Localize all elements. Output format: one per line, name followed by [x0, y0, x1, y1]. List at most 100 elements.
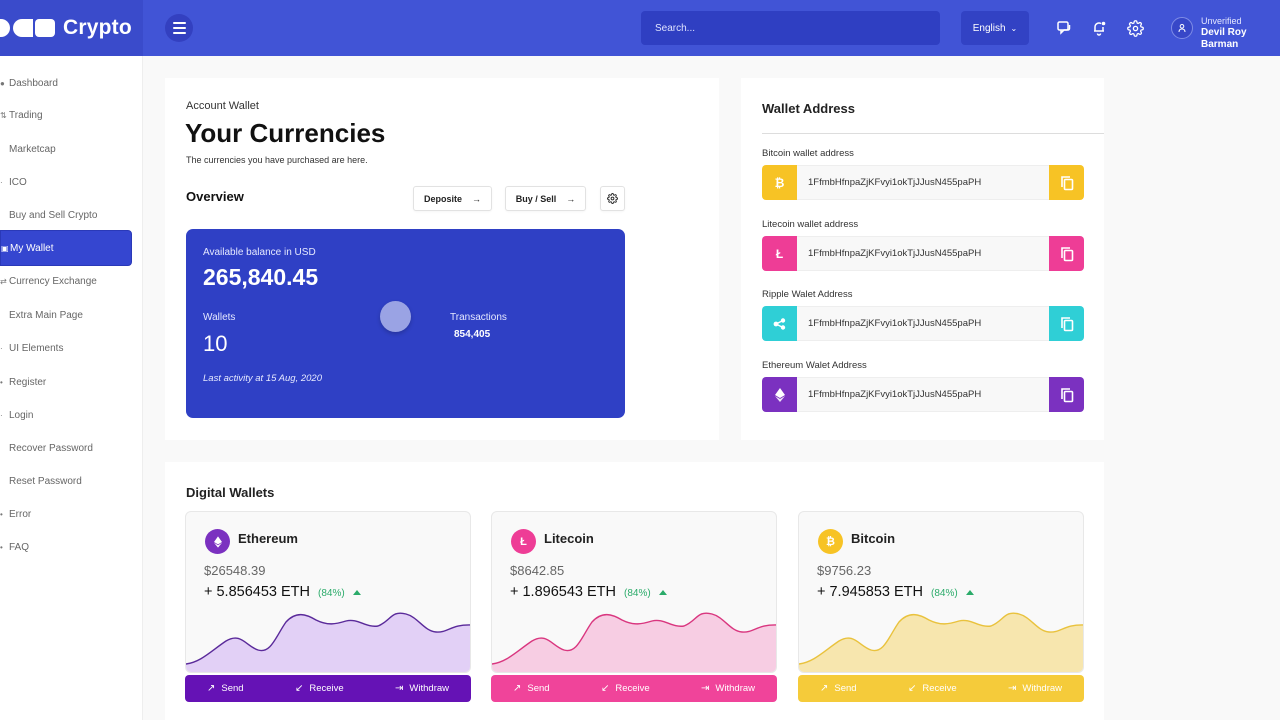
ethereum-address-label: Ethereum Walet Address — [762, 360, 867, 371]
litecoin-receive-button[interactable]: ↙ Receive — [600, 683, 650, 694]
sidebar-item-my-wallet[interactable]: ▣ My Wallet — [0, 230, 132, 266]
error-icon: • — [0, 509, 3, 519]
deposit-button[interactable]: Deposite → — [413, 186, 492, 211]
gear-icon — [1126, 19, 1144, 37]
ethereum-withdraw-button[interactable]: ⇥ Withdraw — [395, 683, 449, 694]
ripple-icon — [762, 306, 797, 341]
sidebar-item-recover-password[interactable]: Recover Password — [9, 442, 93, 454]
balance-label: Available balance in USD — [203, 247, 316, 258]
wallet-change-pct: (84%) — [624, 588, 651, 599]
trend-up-icon — [352, 589, 361, 595]
divider — [762, 133, 1104, 134]
faq-icon: • — [0, 542, 3, 552]
sidebar-item-faq[interactable]: • FAQ — [0, 541, 30, 553]
wallet-name: Bitcoin — [851, 531, 896, 546]
arrow-up-right-icon: ↗ — [820, 683, 829, 694]
login-icon: · — [0, 410, 3, 420]
copy-bitcoin-button[interactable] — [1049, 165, 1084, 200]
ethereum-wallet-card: Ethereum $26548.39 + 5.856453 ETH (84%) — [185, 511, 471, 673]
copy-icon — [1060, 175, 1073, 190]
litecoin-sparkline — [492, 612, 776, 672]
dashboard-icon: ● — [0, 78, 5, 88]
sidebar-item-error[interactable]: • Error — [0, 508, 32, 520]
sidebar-item-login[interactable]: · Login — [0, 409, 34, 421]
currencies-panel: Account Wallet Your Currencies The curre… — [165, 78, 719, 440]
register-icon: • — [0, 377, 3, 387]
language-select[interactable]: English ⌄ — [961, 11, 1029, 45]
bitcoin-icon: ₿ — [762, 165, 797, 200]
bitcoin-send-button[interactable]: ↗ Send — [820, 683, 857, 694]
user-status: Unverified — [1201, 16, 1242, 26]
sidebar-item-dashboard[interactable]: ● Dashboard — [0, 77, 58, 89]
chevron-down-icon: ⌄ — [1010, 23, 1018, 33]
avatar[interactable] — [1171, 17, 1193, 39]
ethereum-address-field[interactable] — [797, 377, 1049, 412]
transactions-label: Transactions — [450, 312, 507, 323]
ethereum-receive-button[interactable]: ↙ Receive — [294, 683, 344, 694]
sidebar-item-reset-password[interactable]: Reset Password — [9, 475, 82, 487]
ethereum-send-button[interactable]: ↗ Send — [207, 683, 244, 694]
settings-button[interactable] — [1125, 18, 1145, 38]
copy-ethereum-button[interactable] — [1049, 377, 1084, 412]
copy-ripple-button[interactable] — [1049, 306, 1084, 341]
bitcoin-address-row: ₿ — [762, 165, 1084, 200]
litecoin-send-button[interactable]: ↗ Send — [513, 683, 550, 694]
sidebar-item-ui-elements[interactable]: · UI Elements — [0, 342, 64, 354]
wallets-label: Wallets — [203, 312, 236, 323]
bitcoin-address-field[interactable] — [797, 165, 1049, 200]
litecoin-withdraw-button[interactable]: ⇥ Withdraw — [701, 683, 755, 694]
carousel-handle[interactable] — [380, 301, 411, 332]
wallet-amount: + 7.945853 ETH (84%) — [817, 584, 974, 600]
chat-icon — [1057, 21, 1071, 35]
bitcoin-sparkline — [799, 612, 1083, 672]
user-icon — [1178, 24, 1186, 33]
sidebar-item-marketcap[interactable]: Marketcap — [9, 143, 56, 155]
sidebar-item-ico[interactable]: · ICO — [0, 176, 27, 188]
bitcoin-icon: ₿ — [818, 529, 843, 554]
user-info[interactable]: Unverified Devil Roy Barman — [1201, 16, 1280, 51]
language-label: English — [972, 22, 1006, 34]
ethereum-address-row — [762, 377, 1084, 412]
litecoin-address-field[interactable] — [797, 236, 1049, 271]
litecoin-wallet-card: Ł Litecoin $8642.85 + 1.896543 ETH (84%) — [491, 511, 777, 673]
exchange-icon: ⇄ — [0, 276, 7, 286]
arrow-right-icon: → — [566, 193, 576, 204]
sidebar-item-currency-exchange[interactable]: ⇄ Currency Exchange — [0, 275, 97, 287]
arrow-right-bar-icon: ⇥ — [395, 683, 404, 694]
bitcoin-receive-button[interactable]: ↙ Receive — [907, 683, 957, 694]
bitcoin-withdraw-button[interactable]: ⇥ Withdraw — [1008, 683, 1062, 694]
overview-settings-button[interactable] — [600, 186, 625, 211]
arrow-right-bar-icon: ⇥ — [1008, 683, 1017, 694]
wallet-change-pct: (84%) — [931, 588, 958, 599]
trend-up-icon — [658, 589, 667, 595]
top-bar: Crypto English ⌄ Unverified Devil Roy Ba… — [0, 0, 1280, 56]
search-input[interactable] — [641, 11, 940, 45]
buy-sell-button[interactable]: Buy / Sell → — [505, 186, 586, 211]
balance-card: Available balance in USD 265,840.45 Wall… — [186, 229, 625, 418]
page-title: Your Currencies — [185, 118, 386, 148]
ripple-address-field[interactable] — [797, 306, 1049, 341]
ethereum-icon — [762, 377, 797, 412]
wallet-name: Litecoin — [544, 531, 594, 546]
notifications-button[interactable] — [1089, 18, 1109, 38]
brand[interactable]: Crypto — [0, 0, 143, 56]
chat-button[interactable] — [1054, 18, 1074, 38]
wallet-amount: + 5.856453 ETH (84%) — [204, 584, 361, 600]
sidebar: ● Dashboard ⇅ Trading Marketcap · ICO Buy a… — [0, 56, 143, 720]
account-wallet-label: Account Wallet — [186, 100, 259, 112]
menu-toggle-button[interactable] — [165, 14, 193, 42]
wallet-change-pct: (84%) — [318, 588, 345, 599]
arrow-up-right-icon: ↗ — [207, 683, 216, 694]
copy-litecoin-button[interactable] — [1049, 236, 1084, 271]
sidebar-item-trading[interactable]: ⇅ Trading — [0, 109, 43, 121]
brand-name: Crypto — [63, 16, 132, 39]
sidebar-item-buy-sell[interactable]: Buy and Sell Crypto — [9, 209, 98, 221]
litecoin-icon: Ł — [511, 529, 536, 554]
arrow-right-icon: → — [472, 193, 481, 204]
sidebar-item-register[interactable]: • Register — [0, 376, 47, 388]
sidebar-item-extra-main-page[interactable]: Extra Main Page — [9, 309, 83, 321]
arrow-up-right-icon: ↗ — [513, 683, 522, 694]
transactions-value: 854,405 — [454, 329, 491, 340]
gear-icon — [607, 193, 618, 204]
user-name: Devil Roy Barman — [1201, 26, 1247, 50]
